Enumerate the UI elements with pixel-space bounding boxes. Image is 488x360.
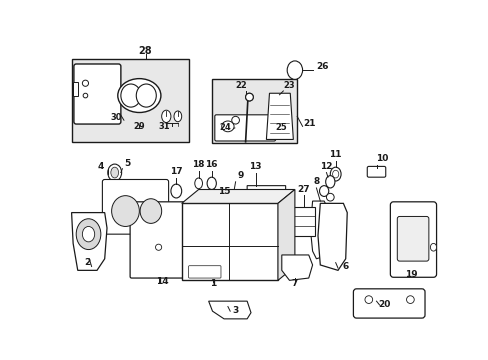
- Ellipse shape: [121, 84, 141, 107]
- FancyBboxPatch shape: [130, 202, 185, 278]
- Ellipse shape: [171, 184, 182, 198]
- Ellipse shape: [82, 80, 88, 86]
- Text: 9: 9: [237, 171, 244, 180]
- Ellipse shape: [140, 199, 162, 223]
- Ellipse shape: [207, 177, 216, 189]
- Text: 27: 27: [296, 185, 309, 194]
- Ellipse shape: [136, 84, 156, 107]
- Text: 21: 21: [303, 120, 315, 129]
- Ellipse shape: [194, 178, 202, 189]
- FancyBboxPatch shape: [396, 216, 428, 261]
- Text: 8: 8: [313, 177, 319, 186]
- Polygon shape: [199, 195, 224, 232]
- Text: 16: 16: [205, 160, 218, 169]
- Ellipse shape: [111, 195, 139, 226]
- Text: 3: 3: [232, 306, 238, 315]
- Ellipse shape: [155, 244, 162, 250]
- Ellipse shape: [286, 61, 302, 80]
- Ellipse shape: [107, 164, 122, 181]
- Text: 10: 10: [375, 154, 387, 163]
- Bar: [293, 207, 314, 237]
- Ellipse shape: [76, 219, 101, 249]
- Polygon shape: [246, 186, 285, 239]
- Text: 13: 13: [248, 162, 261, 171]
- Text: 15: 15: [218, 187, 230, 196]
- Polygon shape: [182, 189, 294, 203]
- FancyBboxPatch shape: [366, 166, 385, 177]
- Polygon shape: [266, 93, 293, 139]
- Ellipse shape: [118, 78, 161, 112]
- Ellipse shape: [245, 93, 253, 101]
- Text: 4: 4: [97, 162, 104, 171]
- Polygon shape: [277, 189, 294, 280]
- Bar: [212, 80, 297, 143]
- Text: 26: 26: [316, 62, 328, 71]
- Text: 11: 11: [329, 150, 341, 159]
- Ellipse shape: [162, 110, 171, 122]
- Text: 5: 5: [123, 159, 130, 168]
- Text: 24: 24: [219, 123, 231, 132]
- Bar: [71, 59, 189, 142]
- Ellipse shape: [174, 111, 182, 122]
- FancyBboxPatch shape: [214, 115, 275, 141]
- Text: 19: 19: [404, 270, 417, 279]
- Polygon shape: [224, 193, 246, 232]
- Text: 1: 1: [210, 279, 216, 288]
- Polygon shape: [208, 301, 250, 319]
- Ellipse shape: [332, 170, 338, 178]
- Text: 17: 17: [170, 167, 182, 176]
- Text: 7: 7: [291, 279, 298, 288]
- Ellipse shape: [231, 116, 239, 124]
- Text: 2: 2: [83, 258, 90, 267]
- Ellipse shape: [111, 167, 118, 178]
- FancyBboxPatch shape: [353, 289, 424, 318]
- Text: 25: 25: [275, 123, 286, 132]
- Text: 14: 14: [156, 277, 168, 286]
- Text: 18: 18: [192, 160, 204, 169]
- Text: 12: 12: [320, 162, 332, 171]
- Ellipse shape: [82, 226, 95, 242]
- Bar: [73, 82, 78, 95]
- Polygon shape: [317, 203, 346, 270]
- Text: 20: 20: [377, 300, 389, 309]
- FancyBboxPatch shape: [102, 180, 168, 234]
- Ellipse shape: [326, 193, 333, 201]
- Ellipse shape: [429, 243, 436, 251]
- Ellipse shape: [406, 296, 413, 303]
- Text: 29: 29: [133, 122, 145, 131]
- Ellipse shape: [325, 176, 334, 188]
- Text: 23: 23: [283, 81, 294, 90]
- Text: 31: 31: [159, 122, 170, 131]
- FancyBboxPatch shape: [74, 64, 121, 124]
- Ellipse shape: [245, 93, 253, 101]
- Ellipse shape: [319, 186, 328, 197]
- Polygon shape: [281, 255, 312, 280]
- Polygon shape: [310, 201, 329, 259]
- Ellipse shape: [329, 167, 341, 181]
- Text: 6: 6: [342, 262, 348, 271]
- Ellipse shape: [221, 121, 234, 132]
- Ellipse shape: [83, 93, 87, 98]
- Text: 22: 22: [235, 81, 246, 90]
- FancyBboxPatch shape: [389, 202, 436, 277]
- Text: 30: 30: [110, 113, 122, 122]
- Text: 28: 28: [139, 46, 152, 56]
- Polygon shape: [71, 213, 107, 270]
- FancyBboxPatch shape: [188, 266, 221, 278]
- Ellipse shape: [364, 296, 372, 303]
- Bar: [182, 203, 277, 280]
